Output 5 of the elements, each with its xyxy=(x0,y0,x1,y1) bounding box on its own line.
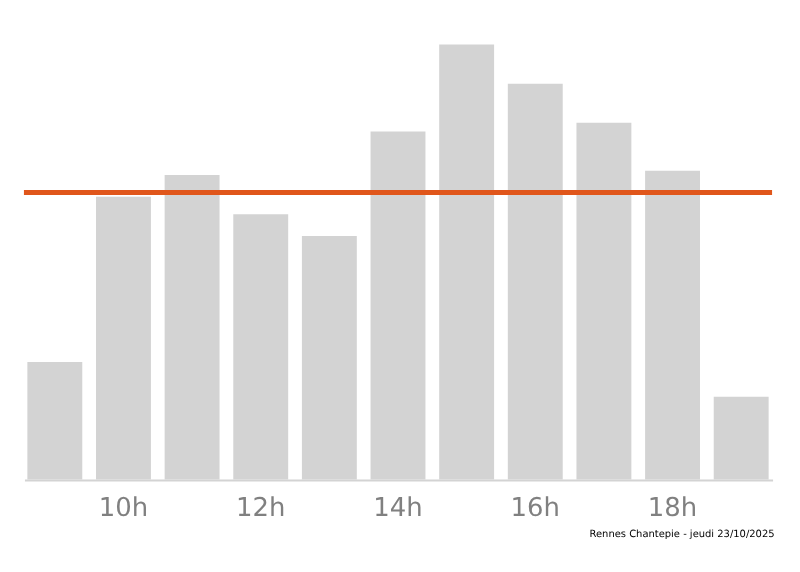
x-tick-label: 12h xyxy=(236,494,286,525)
x-tick-label: 18h xyxy=(647,494,698,525)
x-tick-label: 16h xyxy=(510,494,560,525)
x-tick-label: 10h xyxy=(98,494,149,525)
x-tick-label: 14h xyxy=(373,494,423,525)
